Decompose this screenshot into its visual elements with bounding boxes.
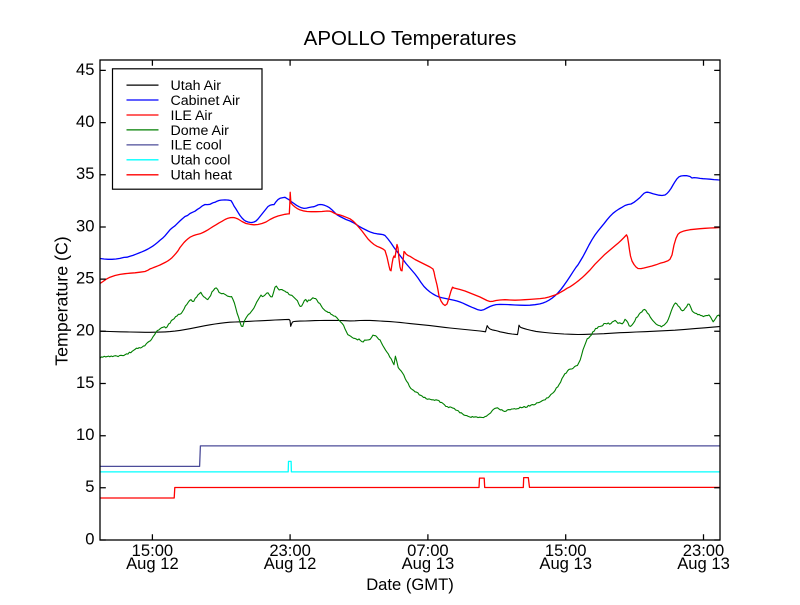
- svg-text:Utah cool: Utah cool: [171, 153, 231, 169]
- svg-text:ILE cool: ILE cool: [171, 138, 222, 154]
- svg-text:Aug 12: Aug 12: [264, 554, 317, 573]
- svg-text:Aug 13: Aug 13: [539, 554, 592, 573]
- svg-text:0: 0: [85, 529, 94, 548]
- svg-text:Temperature (C): Temperature (C): [52, 236, 72, 365]
- svg-text:35: 35: [76, 164, 94, 183]
- svg-text:Cabinet Air: Cabinet Air: [171, 93, 241, 109]
- svg-text:07:00: 07:00: [407, 541, 449, 560]
- svg-text:Dome Air: Dome Air: [171, 123, 230, 139]
- svg-text:Utah Air: Utah Air: [171, 78, 222, 94]
- svg-text:23:00: 23:00: [683, 541, 725, 560]
- svg-text:Aug 13: Aug 13: [677, 554, 730, 573]
- svg-text:Utah heat: Utah heat: [171, 168, 233, 184]
- svg-text:23:00: 23:00: [269, 541, 311, 560]
- svg-text:45: 45: [76, 60, 94, 79]
- svg-text:25: 25: [76, 269, 94, 288]
- svg-text:10: 10: [76, 425, 94, 444]
- svg-text:15:00: 15:00: [545, 541, 587, 560]
- svg-text:APOLLO Temperatures: APOLLO Temperatures: [304, 27, 517, 50]
- svg-text:Date (GMT): Date (GMT): [366, 575, 454, 594]
- svg-text:20: 20: [76, 321, 94, 340]
- svg-text:5: 5: [85, 477, 94, 496]
- svg-text:15: 15: [76, 373, 94, 392]
- svg-text:40: 40: [76, 112, 94, 131]
- svg-text:30: 30: [76, 216, 94, 235]
- svg-text:Aug 13: Aug 13: [402, 554, 455, 573]
- svg-text:Aug 12: Aug 12: [126, 554, 179, 573]
- svg-text:15:00: 15:00: [132, 541, 174, 560]
- svg-text:ILE Air: ILE Air: [171, 108, 213, 124]
